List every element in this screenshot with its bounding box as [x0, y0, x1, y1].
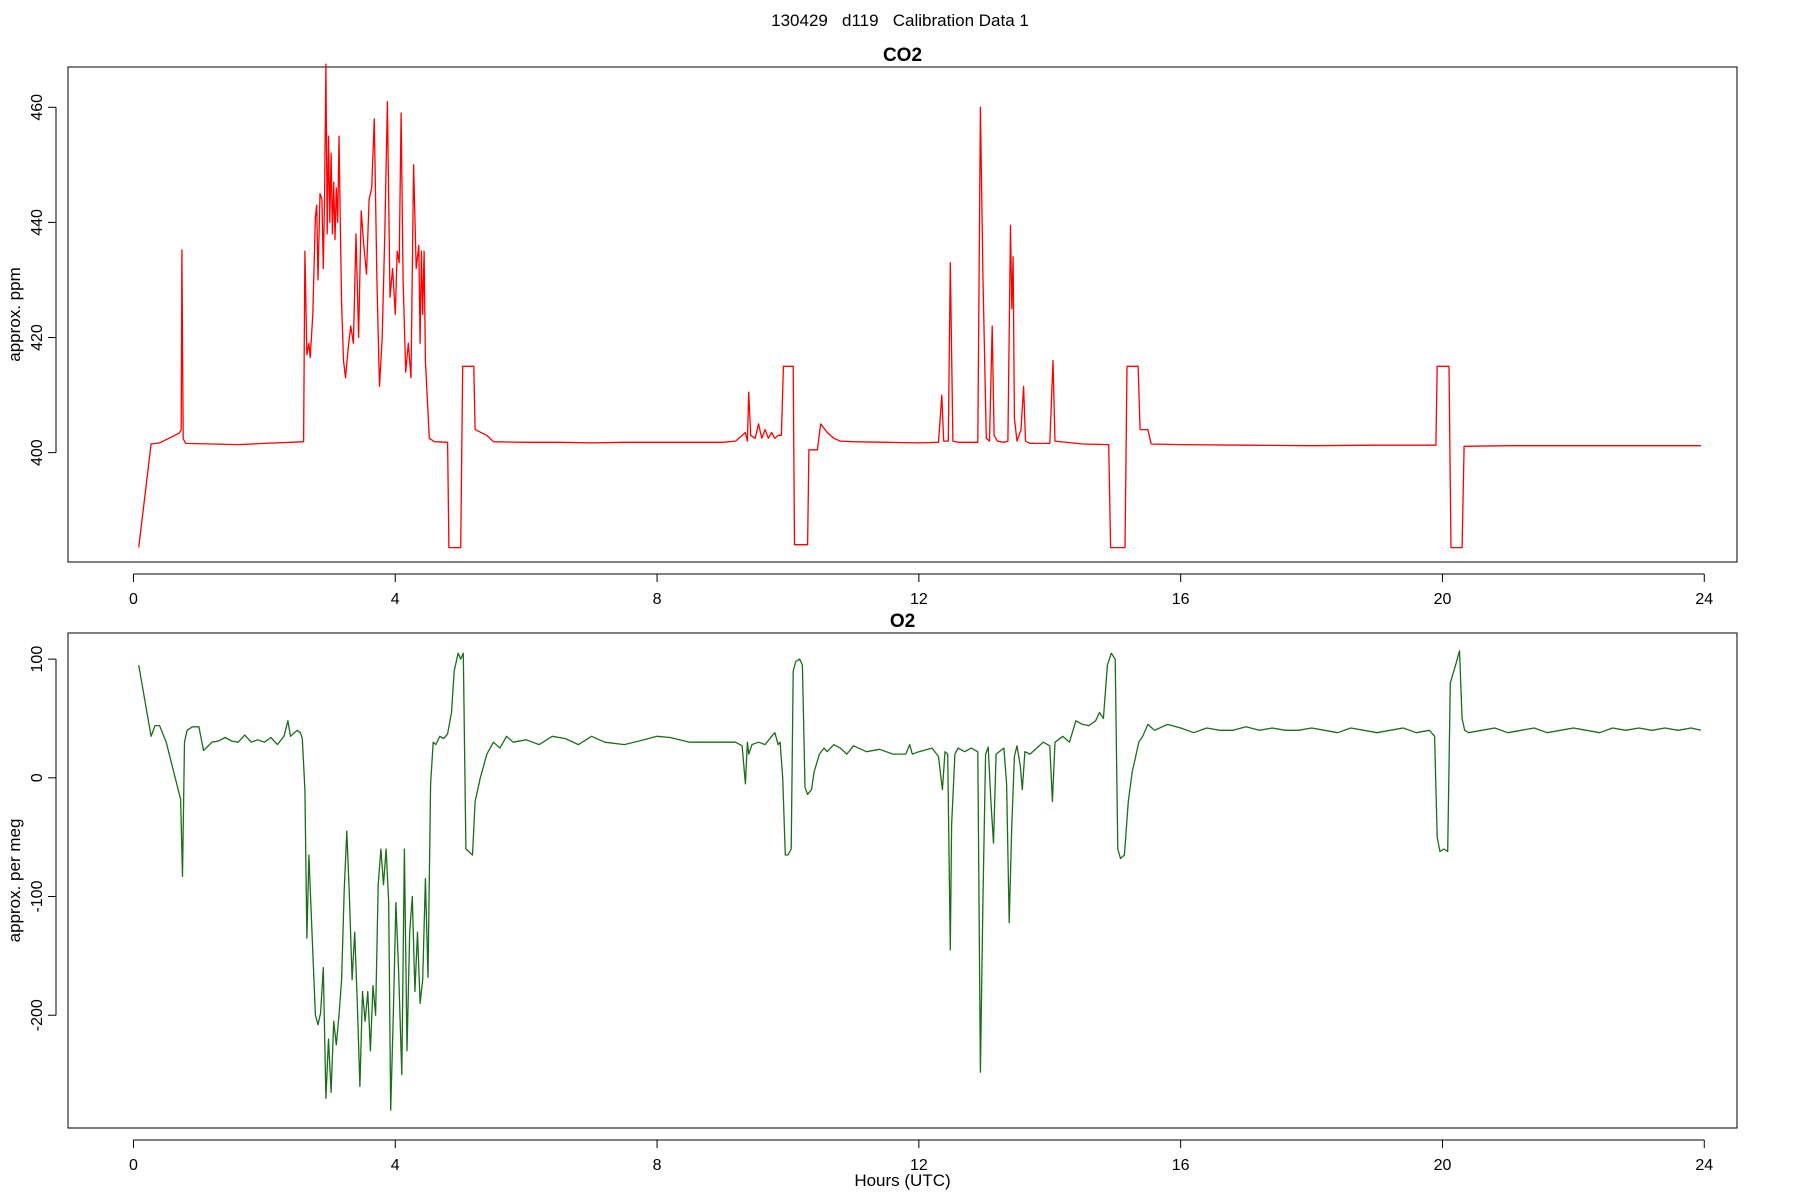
- co2-y-tick-label: 460: [29, 94, 46, 121]
- co2-x-tick-label: 16: [1172, 591, 1190, 608]
- co2-y-tick-label: 420: [29, 324, 46, 351]
- o2-x-tick-label: 8: [653, 1157, 662, 1174]
- co2-x-tick-label: 20: [1434, 591, 1452, 608]
- figure-title: 130429 d119 Calibration Data 1: [771, 11, 1029, 30]
- co2-x-tick-label: 12: [910, 591, 928, 608]
- co2-x-tick-label: 24: [1695, 591, 1713, 608]
- o2-x-tick-label: 16: [1172, 1157, 1190, 1174]
- o2-plot-frame: [67, 632, 1738, 1129]
- o2-series-line: [138, 650, 1702, 1111]
- co2-y-tick-label: 400: [29, 439, 46, 466]
- co2-y-tick-label: 440: [29, 209, 46, 236]
- co2-x-tick-label: 4: [391, 591, 400, 608]
- co2-panel-title: CO2: [883, 45, 922, 66]
- o2-y-tick-label: 0: [29, 773, 46, 782]
- co2-series-line: [138, 63, 1701, 549]
- co2-y-axis-label: approx. ppm: [5, 267, 24, 362]
- o2-y-tick-label: -200: [29, 999, 46, 1031]
- co2-plot-frame: [67, 66, 1738, 563]
- o2-y-tick-label: 100: [29, 646, 46, 673]
- o2-x-tick-label: 0: [129, 1157, 138, 1174]
- o2-x-tick-label: 24: [1695, 1157, 1713, 1174]
- co2-x-tick-label: 0: [129, 591, 138, 608]
- o2-panel-title: O2: [890, 611, 915, 632]
- o2-x-tick-label: 20: [1434, 1157, 1452, 1174]
- o2-y-axis-label: approx. per meg: [5, 819, 24, 943]
- o2-y-tick-label: -100: [29, 880, 46, 912]
- o2-x-axis-label: Hours (UTC): [854, 1171, 950, 1190]
- co2-x-tick-label: 8: [653, 591, 662, 608]
- o2-x-tick-label: 12: [910, 1157, 928, 1174]
- o2-x-tick-label: 4: [391, 1157, 400, 1174]
